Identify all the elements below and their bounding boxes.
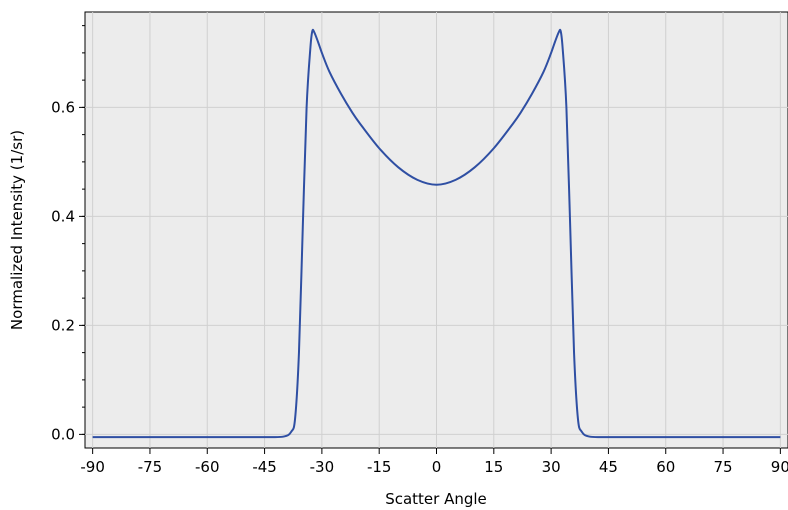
y-axis-title: Normalized Intensity (1/sr)	[8, 130, 26, 330]
y-tick-label: 0.0	[51, 425, 75, 443]
x-tick-label: 60	[656, 458, 675, 476]
x-tick-label: 75	[714, 458, 733, 476]
ticks	[79, 25, 781, 454]
series-line	[92, 28, 781, 439]
x-tick-label: -60	[195, 458, 220, 476]
x-tick-label: -90	[80, 458, 105, 476]
x-tick-label: 15	[484, 458, 503, 476]
y-tick-labels: 0.0 0.2 0.4 0.6	[51, 98, 75, 443]
y-tick-label: 0.2	[51, 316, 75, 334]
x-tick-label: -15	[367, 458, 392, 476]
x-axis-title: Scatter Angle	[385, 490, 487, 508]
x-tick-label: -30	[310, 458, 335, 476]
y-tick-label: 0.6	[51, 98, 75, 116]
grid	[85, 12, 788, 448]
x-tick-labels: -90 -75 -60 -45 -30 -15 0 15 30 45 60 75 90	[80, 458, 788, 476]
x-tick-label: 30	[542, 458, 561, 476]
x-tick-label: 0	[432, 458, 442, 476]
y-tick-label: 0.4	[51, 207, 75, 225]
x-tick-label: -45	[252, 458, 277, 476]
x-tick-label: 45	[599, 458, 618, 476]
x-tick-label: 90	[771, 458, 788, 476]
x-tick-label: -75	[138, 458, 163, 476]
